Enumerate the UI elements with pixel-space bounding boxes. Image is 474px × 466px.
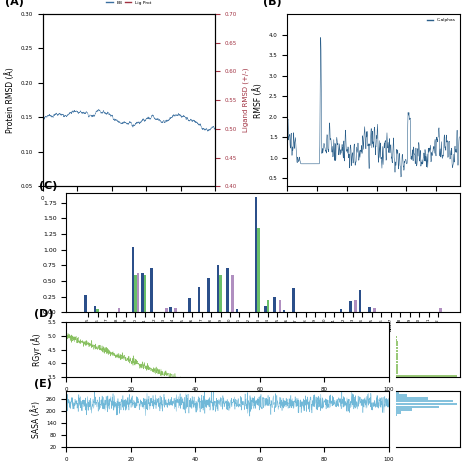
Text: (D): (D) xyxy=(34,309,54,319)
Bar xyxy=(169,307,172,312)
Bar xyxy=(132,247,134,312)
Bar xyxy=(141,273,144,312)
Legend: C-alphas: C-alphas xyxy=(425,16,457,24)
Bar xyxy=(292,288,295,312)
Bar xyxy=(354,300,357,312)
Bar xyxy=(94,306,96,312)
Text: (C): (C) xyxy=(39,181,57,191)
Bar xyxy=(266,300,269,312)
Bar xyxy=(396,358,398,361)
X-axis label: Residue Index: Residue Index xyxy=(347,207,401,216)
Bar xyxy=(150,268,153,312)
Bar xyxy=(207,279,210,312)
Bar xyxy=(396,336,397,338)
Bar xyxy=(439,308,442,312)
Bar xyxy=(273,296,276,312)
Bar xyxy=(368,307,371,312)
Bar xyxy=(396,363,398,366)
Y-axis label: SASA (Å²): SASA (Å²) xyxy=(31,401,41,438)
Bar xyxy=(174,308,177,312)
Bar xyxy=(373,308,376,312)
Bar xyxy=(396,403,457,405)
Bar xyxy=(283,310,285,312)
Bar xyxy=(396,411,401,414)
Bar xyxy=(264,306,266,312)
Bar xyxy=(396,400,453,403)
Text: (B): (B) xyxy=(263,0,282,7)
Text: (A): (A) xyxy=(5,0,24,7)
Bar xyxy=(396,352,398,355)
Bar xyxy=(137,274,139,312)
Bar xyxy=(396,338,397,341)
Bar xyxy=(340,309,342,312)
Legend: BB, Lig Prot: BB, Lig Prot xyxy=(105,0,153,7)
Bar xyxy=(396,361,398,363)
Bar xyxy=(396,394,407,397)
Bar xyxy=(396,366,398,369)
Bar xyxy=(226,268,228,312)
Bar xyxy=(396,355,398,358)
Y-axis label: Ligand RMSD (+/-): Ligand RMSD (+/-) xyxy=(243,68,249,132)
Text: (E): (E) xyxy=(34,379,52,389)
Bar xyxy=(188,298,191,312)
Bar xyxy=(279,300,281,312)
Bar xyxy=(134,274,137,312)
X-axis label: Time (nsec): Time (nsec) xyxy=(107,207,151,216)
Bar xyxy=(257,228,260,312)
Bar xyxy=(396,369,398,372)
Bar xyxy=(217,265,219,312)
Bar xyxy=(165,308,168,312)
Bar xyxy=(396,391,399,394)
Bar xyxy=(236,309,238,312)
Bar xyxy=(396,372,398,375)
Y-axis label: RGyr (Å): RGyr (Å) xyxy=(31,333,42,366)
Bar xyxy=(396,397,428,400)
Bar xyxy=(144,274,146,312)
Bar xyxy=(231,274,234,312)
Bar xyxy=(396,350,398,352)
Bar xyxy=(396,344,398,347)
Y-axis label: RMSF (Å): RMSF (Å) xyxy=(254,83,264,117)
Bar xyxy=(396,347,398,350)
Bar xyxy=(396,341,398,344)
Bar xyxy=(358,290,361,312)
Bar xyxy=(84,295,87,312)
Bar xyxy=(396,408,412,411)
Bar xyxy=(396,375,457,377)
Bar xyxy=(396,414,397,417)
Bar xyxy=(349,301,352,312)
Bar xyxy=(396,405,438,408)
Bar xyxy=(255,197,257,312)
Bar xyxy=(118,308,120,312)
Y-axis label: Protein RMSD (Å): Protein RMSD (Å) xyxy=(5,67,15,133)
Bar xyxy=(96,309,99,312)
Bar xyxy=(198,287,201,312)
Bar xyxy=(219,275,222,312)
